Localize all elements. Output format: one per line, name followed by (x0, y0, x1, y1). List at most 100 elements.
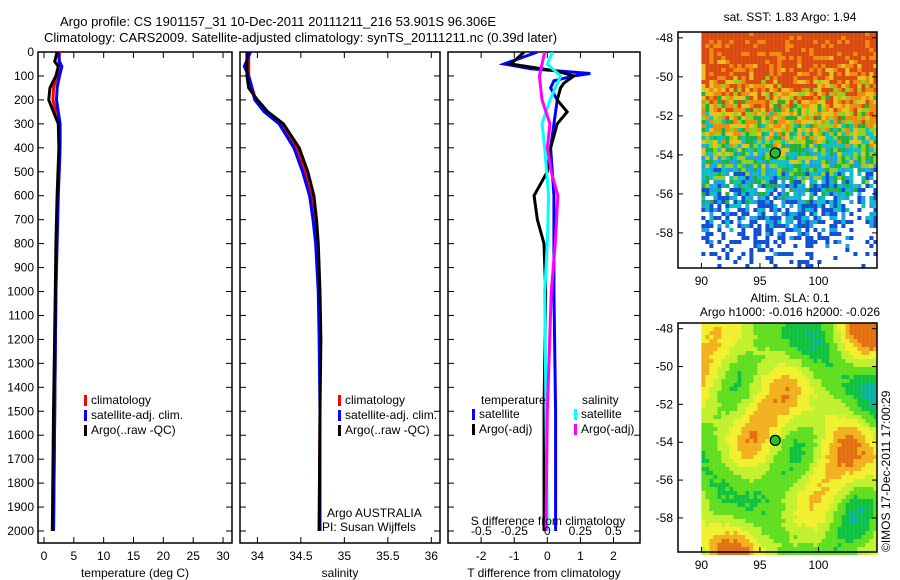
map-cell (805, 395, 810, 399)
map-cell (845, 351, 850, 355)
map-cell (833, 335, 838, 339)
map-cell (769, 76, 774, 80)
map-cell (789, 531, 794, 535)
map-cell (849, 323, 854, 327)
map-cell (793, 427, 798, 431)
map-cell (737, 423, 742, 427)
map-cell (817, 132, 822, 136)
map-cell (809, 331, 814, 335)
map-cell (825, 236, 830, 240)
map-cell (701, 347, 706, 351)
map-cell (769, 84, 774, 88)
map-cell (757, 507, 762, 511)
map-cell (869, 212, 874, 216)
map-cell (869, 140, 874, 144)
map-cell (821, 204, 826, 208)
map-cell (793, 423, 798, 427)
map-cell (713, 391, 718, 395)
map-cell (841, 339, 846, 343)
map-cell (817, 152, 822, 156)
map-cell (797, 260, 802, 264)
map-cell (813, 323, 818, 327)
map-cell (809, 491, 814, 495)
map-cell (813, 471, 818, 475)
map-cell (741, 331, 746, 335)
map-cell (709, 511, 714, 515)
map-cell (853, 40, 858, 44)
map-cell (789, 427, 794, 431)
map-cell (705, 76, 710, 80)
map-cell (857, 447, 862, 451)
map-cell (789, 471, 794, 475)
map-cell (749, 523, 754, 527)
map-cell (793, 244, 798, 248)
map-cell (701, 252, 706, 256)
map-cell (749, 463, 754, 467)
map-cell (797, 475, 802, 479)
map-cell (765, 343, 770, 347)
map-cell (817, 56, 822, 60)
map-cell (725, 68, 730, 72)
map-cell (741, 188, 746, 192)
map-cell (709, 200, 714, 204)
map-cell (833, 419, 838, 423)
map-cell (729, 156, 734, 160)
map-cell (821, 355, 826, 359)
map-cell (833, 339, 838, 343)
map-cell (777, 379, 782, 383)
map-cell (797, 467, 802, 471)
map-cell (721, 323, 726, 327)
map-cell (817, 351, 822, 355)
map-cell (701, 124, 706, 128)
map-cell (861, 156, 866, 160)
map-cell (725, 387, 730, 391)
map-cell (857, 443, 862, 447)
map-cell (813, 140, 818, 144)
map-cell (765, 547, 770, 551)
map-cell (801, 208, 806, 212)
map-cell (749, 124, 754, 128)
map-cell (817, 471, 822, 475)
map-cell (849, 128, 854, 132)
map-cell (749, 527, 754, 531)
map-cell (701, 64, 706, 68)
map-cell (773, 367, 778, 371)
map-cell (861, 387, 866, 391)
map-cell (717, 32, 722, 36)
map-cell (781, 467, 786, 471)
map-cell (765, 503, 770, 507)
map-cell (797, 164, 802, 168)
map-cell (829, 479, 834, 483)
map-cell (741, 511, 746, 515)
map-cell (873, 216, 878, 220)
map-cell (741, 527, 746, 531)
map-cell (833, 204, 838, 208)
map-cell (721, 144, 726, 148)
map-cell (701, 551, 706, 555)
map-cell (785, 144, 790, 148)
map-cell (865, 331, 870, 335)
map-cell (785, 152, 790, 156)
map-cell (749, 52, 754, 56)
map-cell (713, 112, 718, 116)
map-cell (777, 88, 782, 92)
map-cell (777, 491, 782, 495)
map-cell (865, 511, 870, 515)
map-cell (873, 539, 878, 543)
map-cell (713, 451, 718, 455)
map-cell (745, 128, 750, 132)
map-cell (869, 236, 874, 240)
map-cell (869, 411, 874, 415)
map-cell (817, 347, 822, 351)
map-cell (797, 108, 802, 112)
map-cell (733, 407, 738, 411)
map-cell (793, 144, 798, 148)
map-cell (809, 507, 814, 511)
map-cell (853, 343, 858, 347)
map-cell (781, 192, 786, 196)
map-cell (857, 547, 862, 551)
map-cell (797, 120, 802, 124)
sst-map-xtick-label: 90 (695, 274, 709, 288)
map-cell (709, 519, 714, 523)
map-cell (737, 475, 742, 479)
